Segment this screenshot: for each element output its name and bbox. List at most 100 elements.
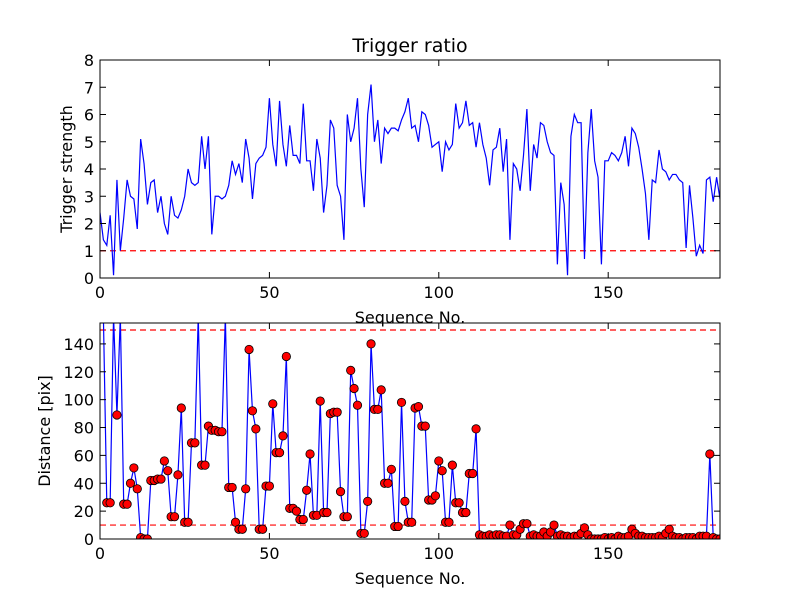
distance-chart: 0 50 100 150 0 20 40 60 80 100 120 140 Sequence No.… [35, 322, 721, 588]
x-tick-label-3: 150 [593, 544, 624, 563]
data-point-72 [342, 512, 352, 522]
data-point-87 [393, 521, 403, 532]
top-x-axis-label: Sequence No. [355, 308, 466, 327]
data-point-66 [322, 507, 332, 518]
y-tick-label-4: 4 [84, 160, 94, 179]
y-tick-label-6: 6 [84, 106, 94, 125]
data-point-91 [407, 517, 417, 527]
y-tick-label-3: 3 [84, 187, 94, 206]
data-point-70 [335, 487, 346, 497]
y-tick-label-3: 60 [74, 446, 94, 465]
data-point-133 [549, 520, 559, 530]
y-tick-label-0: 0 [84, 530, 94, 549]
data-point-85 [386, 464, 396, 474]
data-point-179 [705, 449, 715, 459]
data-point-7 [122, 499, 132, 509]
data-point-107 [461, 507, 471, 518]
bottom-y-axis-label: Distance [pix] [35, 375, 54, 487]
data-point-84 [383, 478, 393, 488]
x-tick-label-3: 150 [593, 283, 624, 302]
y-tick-label-2: 40 [74, 474, 94, 493]
data-point-64 [315, 396, 325, 406]
x-tick-label-2: 100 [424, 544, 455, 563]
data-point-100 [437, 466, 447, 476]
data-point-30 [200, 460, 210, 470]
trigger-ratio-chart: Trigger ratio 0 50 100 150 0 1 2 3 4 5 6 7 8 Sequenc… [57, 35, 721, 327]
data-point-9 [129, 463, 139, 473]
x-tick-label-2: 100 [424, 283, 455, 302]
series-line [100, 84, 720, 276]
x-tick-label-1: 50 [259, 544, 279, 563]
y-tick-label-2: 2 [84, 215, 94, 234]
data-point-18 [159, 456, 169, 466]
y-tick-label-8: 8 [84, 51, 94, 70]
x-tick-label-0: 0 [95, 544, 105, 563]
data-point-57 [291, 506, 302, 516]
data-point-22 [173, 470, 183, 480]
data-point-105 [454, 498, 464, 508]
data-point-103 [447, 460, 457, 470]
data-point-49 [264, 481, 274, 491]
y-tick-label-1: 20 [74, 502, 94, 521]
y-tick-label-1: 1 [84, 242, 94, 261]
y-tick-label-5: 5 [84, 133, 94, 152]
data-point-17 [156, 474, 166, 484]
data-point-19 [163, 466, 173, 476]
x-tick-label-1: 50 [259, 283, 279, 302]
data-point-43 [244, 344, 254, 355]
y-tick-label-4: 80 [74, 419, 94, 438]
data-point-125 [522, 519, 532, 529]
data-point-82 [376, 385, 386, 395]
y-tick-label-0: 0 [84, 269, 94, 288]
data-point-45 [251, 424, 261, 434]
data-point-98 [430, 491, 441, 501]
data-point-73 [346, 365, 356, 375]
data-point-38 [227, 482, 237, 493]
data-point-77 [359, 528, 369, 539]
data-point-54 [281, 351, 291, 362]
data-point-8 [125, 478, 136, 488]
data-point-74 [349, 383, 359, 394]
x-tick-label-0: 0 [95, 283, 105, 302]
data-point-59 [298, 514, 308, 525]
data-point-47 [258, 524, 268, 534]
data-point-52 [274, 447, 285, 458]
top-plot-frame [99, 59, 721, 279]
bottom-x-axis-label: Sequence No. [355, 569, 466, 588]
y-tick-label-6: 120 [63, 363, 94, 382]
data-point-89 [400, 496, 410, 506]
data-point-4 [112, 410, 122, 420]
data-point-109 [468, 468, 478, 479]
data-point-10 [132, 484, 142, 494]
data-point-2 [105, 498, 115, 508]
data-point-50 [268, 399, 278, 409]
y-tick-label-7: 7 [84, 78, 94, 97]
data-point-110 [471, 424, 481, 434]
data-point-78 [363, 496, 373, 506]
data-point-21 [169, 512, 180, 522]
data-point-120 [505, 520, 515, 530]
data-point-79 [366, 339, 376, 349]
data-point-41 [237, 524, 247, 534]
top-y-axis-label: Trigger strength [57, 105, 76, 234]
data-point-75 [352, 400, 363, 410]
data-point-60 [302, 485, 312, 495]
data-point-102 [444, 517, 454, 527]
data-point-81 [373, 404, 383, 414]
data-point-25 [183, 517, 193, 527]
data-point-69 [332, 407, 342, 417]
y-tick-label-7: 140 [63, 335, 94, 354]
data-point-27 [190, 438, 200, 448]
chart-title: Trigger ratio [351, 35, 467, 57]
data-point-99 [434, 456, 444, 466]
data-point-35 [217, 427, 227, 437]
data-point-23 [176, 403, 186, 413]
bottom-plot-frame [99, 322, 721, 540]
data-point-42 [241, 484, 251, 494]
data-point-88 [396, 397, 407, 408]
data-point-95 [420, 421, 430, 431]
y-tick-label-5: 100 [63, 391, 94, 410]
data-point-53 [278, 431, 288, 441]
data-point-44 [247, 406, 258, 416]
